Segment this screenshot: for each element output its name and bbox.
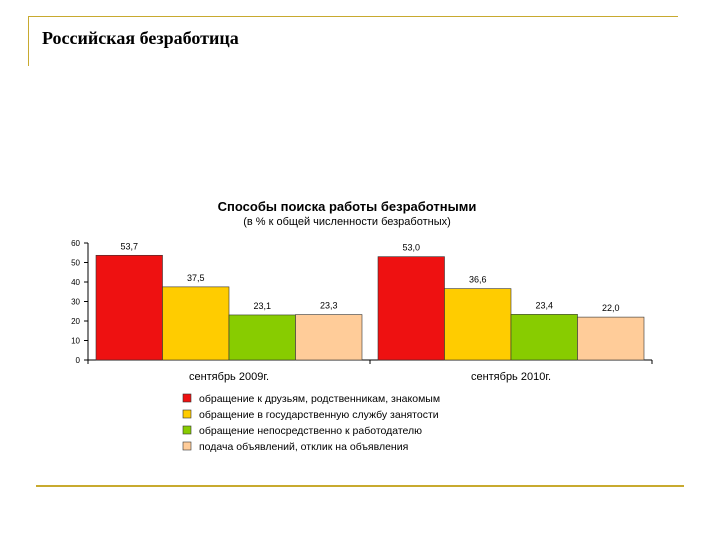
frame-bottom-line bbox=[36, 485, 684, 487]
y-tick-label: 20 bbox=[71, 317, 80, 326]
bar bbox=[295, 314, 363, 361]
legend-swatch bbox=[182, 425, 192, 435]
slide-title: Российская безработица bbox=[42, 28, 239, 48]
bar bbox=[162, 286, 230, 361]
data-label: 53,7 bbox=[120, 241, 138, 251]
frame-left-line bbox=[28, 16, 29, 66]
data-label: 23,4 bbox=[535, 300, 553, 310]
y-tick-label: 60 bbox=[71, 239, 80, 248]
legend-label: обращение в государственную службу занят… bbox=[199, 409, 439, 421]
y-tick-label: 10 bbox=[71, 337, 80, 346]
legend-swatch bbox=[182, 441, 192, 451]
legend-label: обращение непосредственно к работодателю bbox=[199, 425, 422, 437]
x-category-label: сентябрь 2009г. bbox=[189, 371, 269, 383]
bar bbox=[510, 314, 578, 361]
data-label: 23,3 bbox=[320, 301, 338, 311]
data-label: 23,1 bbox=[253, 301, 271, 311]
y-tick-label: 0 bbox=[76, 356, 81, 365]
legend-label: обращение к друзьям, родственникам, знак… bbox=[199, 393, 440, 405]
bar bbox=[377, 256, 445, 361]
y-tick-label: 30 bbox=[71, 298, 80, 307]
legend-swatch bbox=[182, 409, 192, 419]
bar bbox=[577, 316, 645, 361]
bar bbox=[228, 314, 296, 361]
data-label: 36,6 bbox=[469, 275, 487, 285]
chart-legend: обращение к друзьям, родственникам, знак… bbox=[182, 393, 440, 453]
data-label: 22,0 bbox=[602, 303, 620, 313]
data-label: 37,5 bbox=[187, 273, 205, 283]
y-tick-label: 40 bbox=[71, 278, 80, 287]
bar bbox=[95, 254, 163, 361]
bar bbox=[444, 288, 512, 361]
chart-title: Способы поиска работы безработными bbox=[218, 199, 477, 214]
legend-swatch bbox=[182, 393, 192, 403]
data-label: 53,0 bbox=[402, 243, 420, 253]
chart-bars: 53,7 37,5 23,1 23,3 сентябрь 2009г. 53,0 36,6 2… bbox=[95, 241, 645, 383]
x-category-label: сентябрь 2010г. bbox=[471, 371, 551, 383]
y-tick-label: 50 bbox=[71, 259, 80, 268]
chart-subtitle: (в % к общей численности безработных) bbox=[243, 216, 451, 228]
frame-top-line bbox=[28, 16, 678, 17]
legend-label: подача объявлений, отклик на объявления bbox=[199, 441, 408, 453]
